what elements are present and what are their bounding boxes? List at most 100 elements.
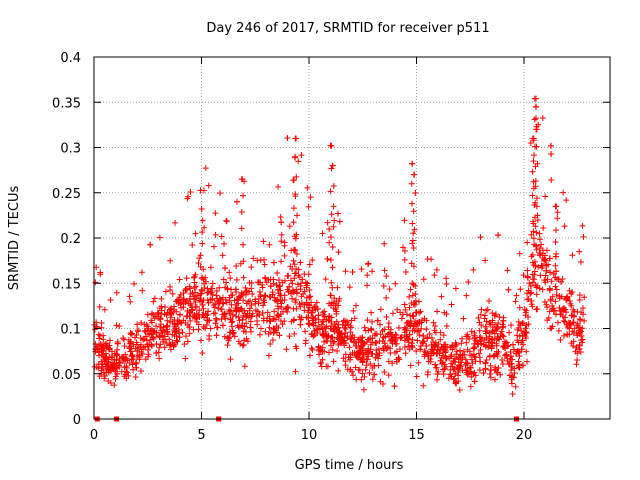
data-point	[233, 198, 240, 205]
data-point	[315, 323, 322, 330]
data-point	[156, 234, 163, 241]
data-point	[101, 306, 108, 313]
data-point	[450, 376, 457, 383]
data-point	[160, 324, 167, 331]
data-point	[188, 307, 195, 314]
data-point	[151, 295, 158, 302]
data-point	[380, 345, 387, 352]
data-point	[220, 276, 227, 283]
data-point	[303, 299, 310, 306]
data-point	[173, 337, 180, 344]
data-point	[516, 250, 523, 257]
data-point	[395, 354, 402, 361]
data-point	[141, 321, 148, 328]
data-point	[107, 337, 114, 344]
data-point	[530, 158, 537, 165]
data-point	[432, 361, 439, 368]
data-point	[240, 297, 247, 304]
data-point	[180, 295, 187, 302]
data-point	[376, 321, 383, 328]
data-point	[464, 333, 471, 340]
data-point	[240, 192, 247, 199]
data-point	[369, 268, 376, 275]
data-point	[448, 301, 455, 308]
data-point	[183, 275, 190, 282]
data-point	[277, 297, 284, 304]
data-point	[237, 260, 244, 267]
data-point	[411, 171, 418, 178]
data-point	[314, 305, 321, 312]
data-point	[574, 350, 581, 357]
data-point	[262, 274, 269, 281]
data-point	[394, 306, 401, 313]
data-point	[497, 330, 504, 337]
data-point	[123, 375, 130, 382]
data-point	[443, 310, 450, 317]
data-point	[260, 302, 267, 309]
data-point	[514, 326, 521, 333]
data-point	[534, 160, 541, 167]
data-point	[232, 286, 239, 293]
data-point	[578, 337, 585, 344]
data-point	[224, 285, 231, 292]
data-point	[239, 316, 246, 323]
data-point	[130, 341, 137, 348]
data-point	[534, 282, 541, 289]
data-point	[553, 203, 560, 210]
data-point	[158, 295, 165, 302]
data-point	[172, 219, 179, 226]
data-point	[542, 272, 549, 279]
data-point	[242, 328, 249, 335]
data-point	[487, 362, 494, 369]
data-point	[389, 331, 396, 338]
data-point	[573, 361, 580, 368]
data-point	[283, 346, 290, 353]
data-point	[275, 305, 282, 312]
data-point	[516, 361, 523, 368]
data-point	[427, 358, 434, 365]
data-point	[204, 312, 211, 319]
data-point	[259, 309, 266, 316]
data-point	[333, 310, 340, 317]
data-point	[375, 346, 382, 353]
data-point	[532, 243, 539, 250]
data-point	[428, 352, 435, 359]
data-point	[127, 338, 134, 345]
data-point	[522, 333, 529, 340]
data-point	[307, 194, 314, 201]
data-point	[495, 335, 502, 342]
data-point	[113, 322, 120, 329]
data-point	[392, 336, 399, 343]
data-point	[91, 363, 98, 370]
data-point	[537, 251, 544, 258]
data-point	[478, 335, 485, 342]
data-point	[449, 363, 456, 370]
data-point	[278, 258, 285, 265]
data-point	[269, 291, 276, 298]
data-point	[297, 303, 304, 310]
data-point	[407, 286, 414, 293]
data-point	[319, 230, 326, 237]
data-point	[256, 331, 263, 338]
data-point	[246, 312, 253, 319]
data-point	[189, 242, 196, 249]
data-point	[319, 348, 326, 355]
data-point	[297, 282, 304, 289]
data-point	[98, 348, 105, 355]
data-point	[306, 287, 313, 294]
data-point	[406, 304, 413, 311]
data-point	[109, 348, 116, 355]
data-point	[237, 340, 244, 347]
data-point	[486, 297, 493, 304]
data-point	[235, 314, 242, 321]
data-point	[491, 312, 498, 319]
data-point	[578, 309, 585, 316]
data-point	[231, 333, 238, 340]
data-point	[507, 353, 514, 360]
data-point	[418, 319, 425, 326]
data-point	[286, 283, 293, 290]
data-point	[433, 266, 440, 273]
data-point	[272, 297, 279, 304]
data-point	[541, 277, 548, 284]
x-tick-label: 5	[197, 428, 205, 443]
